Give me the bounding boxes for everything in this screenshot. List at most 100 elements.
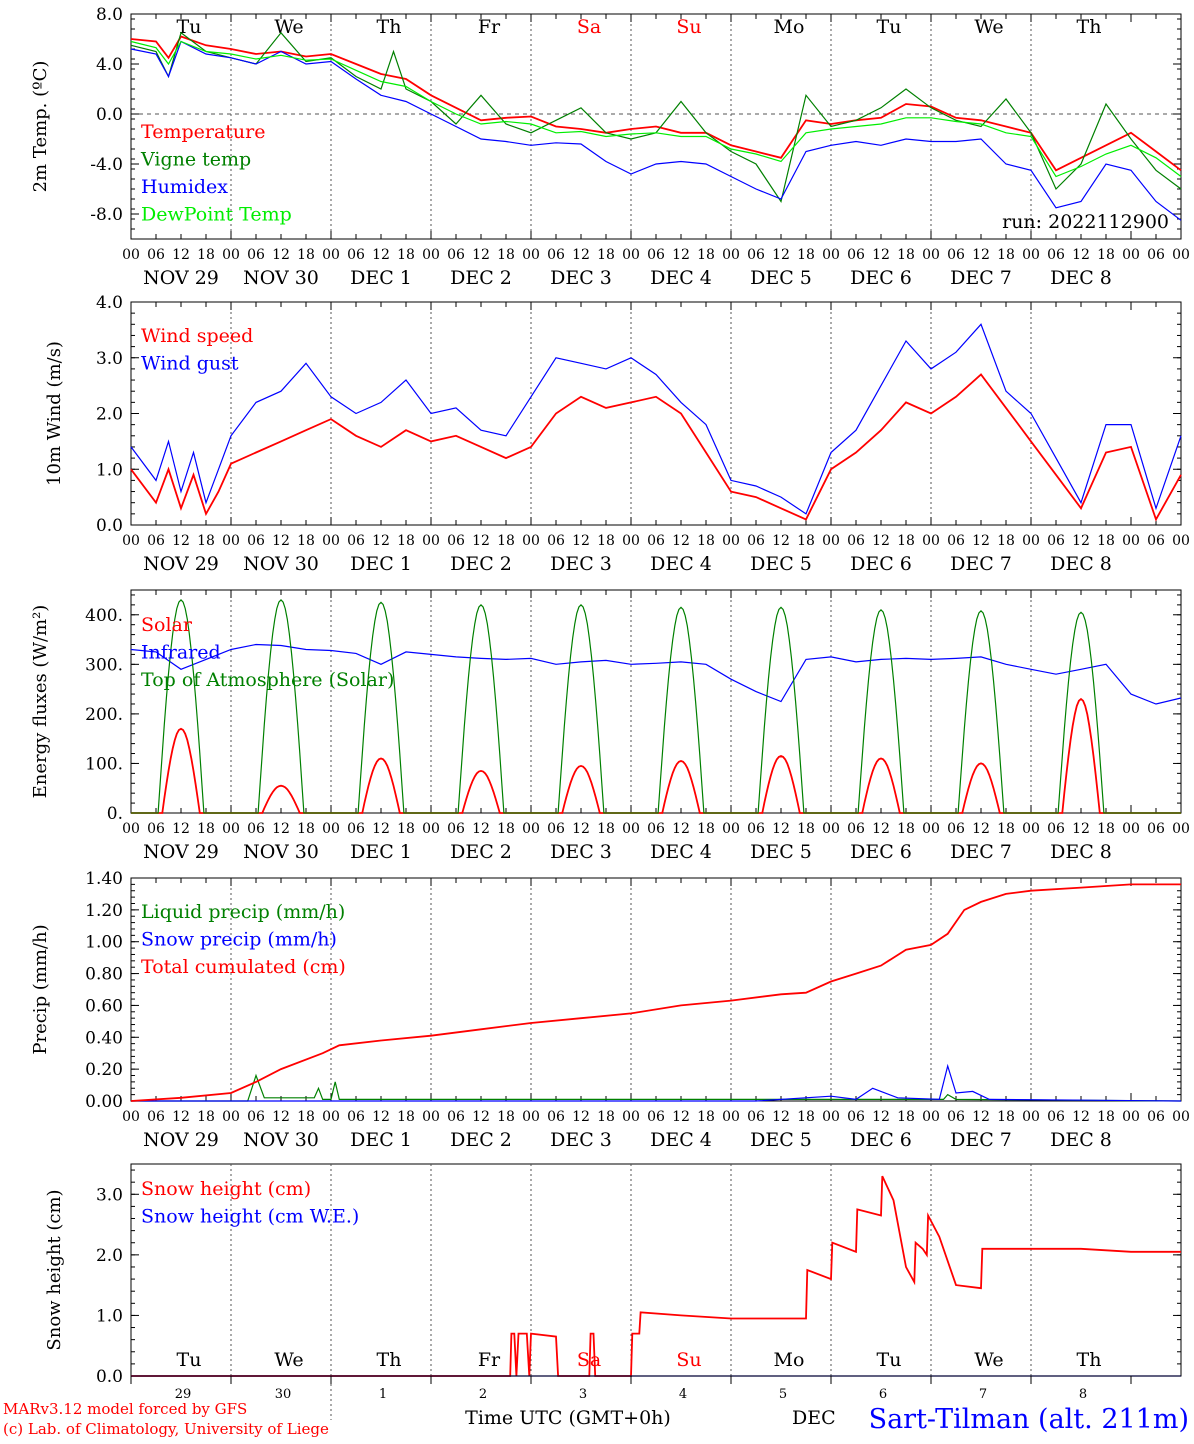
hour-tick-label: 12 — [172, 1109, 190, 1125]
hour-tick-label: 18 — [597, 1109, 615, 1125]
series-line — [130, 323, 1182, 515]
hour-tick-label: 00 — [122, 247, 140, 263]
series-line — [130, 373, 1182, 522]
day-number-label: 29 — [175, 1387, 192, 1402]
day-name-label: Th — [377, 16, 402, 38]
day-name-label: We — [274, 16, 303, 38]
day-name-label: We — [974, 1349, 1003, 1371]
day-name-label: Tu — [177, 16, 202, 38]
hour-tick-label: 00 — [322, 247, 340, 263]
hour-tick-label: 18 — [897, 1109, 915, 1125]
y-tick-label: 0.0 — [96, 1367, 123, 1387]
legend-entry: Top of Atmosphere (Solar) — [141, 669, 394, 691]
hour-tick-label: 06 — [647, 533, 665, 549]
hour-tick-label: 00 — [822, 821, 840, 837]
y-tick-label: 0.0 — [96, 516, 123, 536]
date-label: DEC 4 — [650, 267, 712, 289]
hour-tick-label: 00 — [222, 247, 240, 263]
date-label: NOV 30 — [243, 841, 319, 863]
hour-tick-label: 06 — [247, 821, 265, 837]
hour-tick-label: 18 — [497, 533, 515, 549]
hour-tick-label: 06 — [847, 1109, 865, 1125]
day-name-label: Mo — [774, 1349, 805, 1371]
hour-tick-label: 00 — [222, 1109, 240, 1125]
hour-tick-label: 06 — [1147, 533, 1165, 549]
hour-tick-label: 18 — [897, 247, 915, 263]
hour-tick-label: 12 — [772, 247, 790, 263]
hour-tick-label: 00 — [822, 1109, 840, 1125]
plot-frame — [130, 589, 1182, 814]
hour-tick-label: 12 — [772, 533, 790, 549]
date-label: NOV 30 — [243, 1129, 319, 1151]
bottom-date-fragment: DEC — [792, 1407, 836, 1429]
y-axis-label: Energy fluxes (W/m²) — [30, 605, 51, 799]
hour-tick-label: 06 — [747, 1109, 765, 1125]
series-line — [130, 40, 1182, 221]
hour-tick-label: 00 — [1022, 247, 1040, 263]
hour-tick-label: 00 — [1022, 1109, 1040, 1125]
hour-tick-label: 12 — [672, 247, 690, 263]
hour-tick-label: 12 — [472, 1109, 490, 1125]
panel-4: 1.40 1.20 1.00 0.80 0.60 0.40 0.20 0.00 Precip (… — [30, 869, 1190, 1151]
hour-tick-label: 18 — [297, 247, 315, 263]
date-label: DEC 1 — [350, 1129, 412, 1151]
hour-tick-label: 18 — [897, 533, 915, 549]
hour-tick-label: 18 — [1097, 1109, 1115, 1125]
hour-tick-label: 06 — [147, 1109, 165, 1125]
hour-tick-label: 12 — [772, 1109, 790, 1125]
hour-tick-label: 12 — [372, 821, 390, 837]
hour-tick-label: 06 — [247, 247, 265, 263]
hour-tick-label: 12 — [572, 1109, 590, 1125]
hour-tick-label: 06 — [147, 533, 165, 549]
hour-tick-label: 00 — [522, 533, 540, 549]
hour-tick-label: 18 — [697, 821, 715, 837]
y-axis-label: 10m Wind (m/s) — [44, 341, 65, 486]
date-label: DEC 7 — [950, 267, 1012, 289]
bottom-axis: 29 30 1 2 3 4 5 6 7 8 Time UTC (GMT+0h) DEC MARv3.12… — [3, 1375, 1189, 1438]
hour-tick-label: 06 — [1147, 1109, 1165, 1125]
day-name-label: Su — [676, 1349, 701, 1371]
y-tick-label: 1.00 — [85, 933, 123, 953]
hour-tick-label: 06 — [147, 247, 165, 263]
y-axis-label: 2m Temp. (ºC) — [30, 61, 51, 193]
day-number-label: 3 — [579, 1387, 587, 1402]
hour-tick-label: 12 — [972, 533, 990, 549]
date-label: NOV 29 — [143, 841, 219, 863]
date-label: DEC 4 — [650, 1129, 712, 1151]
hour-tick-label: 00 — [1172, 533, 1190, 549]
hour-tick-label: 06 — [1147, 821, 1165, 837]
hour-tick-label: 00 — [722, 1109, 740, 1125]
series-line — [130, 31, 1182, 203]
run-label: run: 2022112900 — [1002, 211, 1169, 233]
hour-tick-label: 00 — [322, 1109, 340, 1125]
hour-tick-label: 18 — [397, 821, 415, 837]
hour-tick-label: 12 — [1072, 533, 1090, 549]
hour-tick-label: 12 — [572, 247, 590, 263]
hour-tick-label: 18 — [397, 533, 415, 549]
day-number-label: 6 — [879, 1387, 887, 1402]
hour-tick-label: 00 — [1122, 533, 1140, 549]
date-label: DEC 5 — [750, 267, 812, 289]
date-label: DEC 6 — [850, 553, 912, 575]
hour-tick-label: 06 — [1047, 247, 1065, 263]
hour-tick-label: 12 — [272, 821, 290, 837]
y-tick-label: 1.20 — [85, 901, 123, 921]
hour-tick-label: 12 — [1072, 821, 1090, 837]
hour-tick-label: 06 — [547, 247, 565, 263]
date-label: DEC 2 — [450, 841, 512, 863]
hour-tick-label: 12 — [872, 1109, 890, 1125]
hour-tick-label: 00 — [1172, 1109, 1190, 1125]
series-line — [131, 697, 1181, 814]
y-tick-label: 300. — [85, 655, 123, 675]
hour-tick-label: 18 — [697, 247, 715, 263]
hour-tick-label: 12 — [872, 821, 890, 837]
date-label: DEC 8 — [1050, 553, 1112, 575]
hour-tick-label: 18 — [197, 533, 215, 549]
hour-tick-label: 12 — [772, 821, 790, 837]
day-name-label: Th — [377, 1349, 402, 1371]
hour-tick-label: 12 — [472, 533, 490, 549]
y-tick-label: -8.0 — [90, 205, 123, 225]
